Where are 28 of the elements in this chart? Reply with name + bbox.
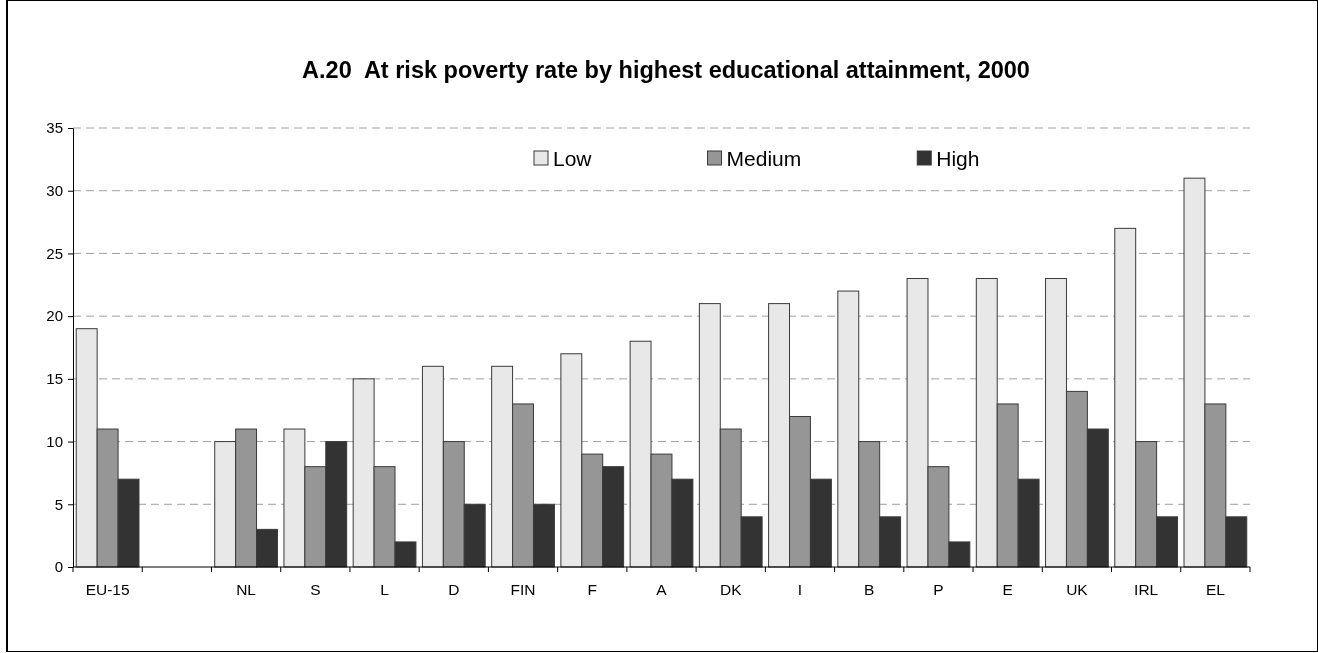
- x-tick-label: L: [380, 581, 390, 598]
- y-tick-label: 15: [46, 370, 63, 388]
- y-tick-label: 25: [46, 244, 63, 262]
- x-tick-label: F: [587, 581, 597, 598]
- x-tick-label: FIN: [510, 581, 536, 598]
- y-tick-label: 20: [46, 307, 63, 325]
- legend-label: Low: [553, 146, 593, 170]
- x-tick-label: I: [797, 581, 803, 598]
- x-tick-label: E: [1002, 581, 1013, 598]
- y-tick-label: 5: [54, 495, 63, 513]
- x-tick-label: A: [656, 581, 668, 598]
- legend-label: High: [936, 146, 980, 170]
- x-tick-label: DK: [719, 581, 743, 598]
- x-tick-label: NL: [236, 581, 257, 598]
- y-tick-label: 30: [46, 182, 63, 200]
- x-tick-label: S: [310, 581, 321, 598]
- x-tick-label: EU-15: [85, 581, 130, 598]
- y-tick-label: 35: [46, 119, 63, 137]
- x-tick-label: D: [448, 581, 460, 598]
- y-tick-label: 0: [54, 558, 63, 576]
- x-tick-label: B: [864, 581, 875, 598]
- x-tick-label: IRL: [1134, 581, 1159, 598]
- y-tick-label: 10: [46, 432, 63, 450]
- x-tick-label: UK: [1066, 581, 1089, 598]
- legend-label: Medium: [726, 146, 802, 170]
- x-tick-label: P: [933, 581, 944, 598]
- chart-title: A.20 At risk poverty rate by highest educational attainment, 2000: [302, 57, 1030, 83]
- x-tick-label: EL: [1205, 581, 1226, 598]
